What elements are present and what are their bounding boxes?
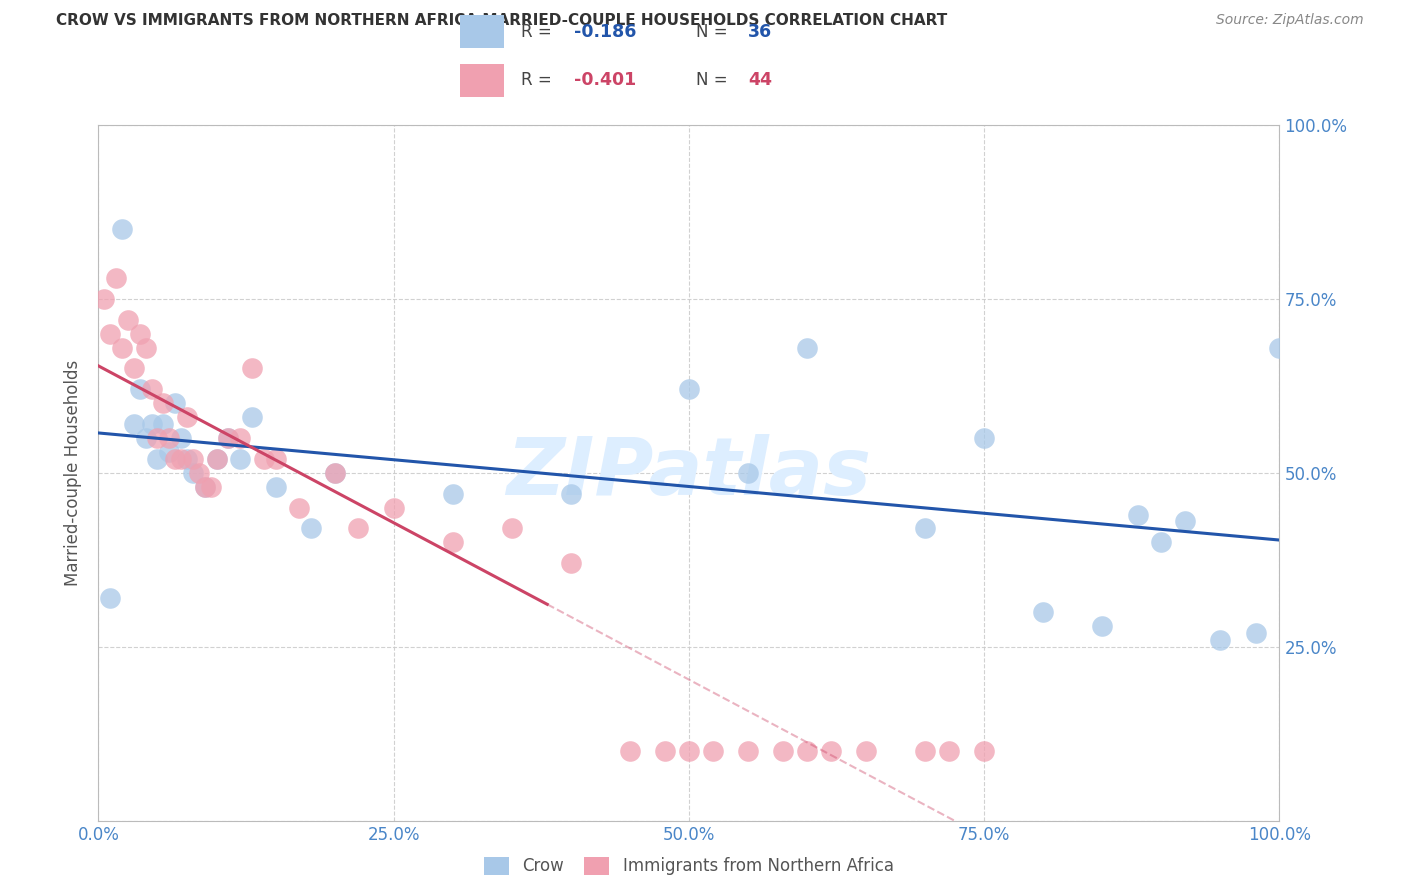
Point	[1091, 619, 1114, 633]
Point	[146, 431, 169, 445]
Point	[299, 521, 322, 535]
Point	[323, 466, 346, 480]
Point	[194, 480, 217, 494]
Point	[157, 431, 180, 445]
Text: Source: ZipAtlas.com: Source: ZipAtlas.com	[1216, 13, 1364, 28]
Point	[217, 431, 239, 445]
Point	[128, 326, 150, 341]
Point	[217, 431, 239, 445]
Point	[194, 480, 217, 494]
Point	[501, 521, 523, 535]
Point	[111, 222, 134, 236]
Point	[820, 744, 842, 758]
Point	[264, 480, 287, 494]
Point	[111, 341, 134, 355]
Point	[157, 445, 180, 459]
Point	[98, 326, 121, 341]
Point	[229, 451, 252, 466]
Point	[205, 451, 228, 466]
Point	[181, 466, 204, 480]
Point	[205, 451, 228, 466]
Point	[141, 382, 163, 396]
Point	[914, 521, 936, 535]
Point	[796, 744, 818, 758]
Y-axis label: Married-couple Households: Married-couple Households	[65, 359, 83, 586]
Point	[264, 451, 287, 466]
Point	[93, 292, 115, 306]
Point	[441, 486, 464, 500]
Point	[560, 486, 582, 500]
Point	[1268, 341, 1291, 355]
Point	[1150, 535, 1173, 549]
Point	[737, 744, 759, 758]
FancyBboxPatch shape	[460, 64, 503, 96]
Text: N =: N =	[696, 23, 733, 41]
Text: 36: 36	[748, 23, 772, 41]
Point	[165, 396, 187, 410]
Point	[1244, 625, 1267, 640]
Point	[678, 744, 700, 758]
Text: CROW VS IMMIGRANTS FROM NORTHERN AFRICA MARRIED-COUPLE HOUSEHOLDS CORRELATION CH: CROW VS IMMIGRANTS FROM NORTHERN AFRICA …	[56, 13, 948, 29]
Point	[441, 535, 464, 549]
Point	[914, 744, 936, 758]
Point	[181, 451, 204, 466]
Point	[347, 521, 370, 535]
Point	[973, 744, 995, 758]
Point	[122, 417, 145, 431]
Point	[170, 451, 193, 466]
Point	[105, 271, 128, 285]
Point	[240, 361, 263, 376]
Point	[229, 431, 252, 445]
Point	[1209, 632, 1232, 647]
Point	[128, 382, 150, 396]
Point	[796, 341, 818, 355]
Point	[152, 396, 174, 410]
Point	[98, 591, 121, 605]
Text: R =: R =	[522, 71, 557, 89]
Point	[1032, 605, 1054, 619]
Point	[122, 361, 145, 376]
Point	[135, 431, 157, 445]
Point	[619, 744, 641, 758]
FancyBboxPatch shape	[460, 15, 503, 47]
Point	[200, 480, 222, 494]
Point	[382, 500, 405, 515]
Point	[152, 417, 174, 431]
Point	[117, 312, 139, 326]
Point	[772, 744, 794, 758]
Point	[855, 744, 877, 758]
Legend: Crow, Immigrants from Northern Africa: Crow, Immigrants from Northern Africa	[478, 850, 900, 882]
Text: 44: 44	[748, 71, 772, 89]
Point	[187, 466, 209, 480]
Point	[170, 431, 193, 445]
Point	[165, 451, 187, 466]
Point	[146, 451, 169, 466]
Point	[1126, 508, 1149, 522]
Point	[176, 410, 198, 425]
Text: ZIPatlas: ZIPatlas	[506, 434, 872, 512]
Point	[253, 451, 276, 466]
Text: -0.186: -0.186	[574, 23, 636, 41]
Point	[135, 341, 157, 355]
Point	[1174, 515, 1197, 529]
Point	[973, 431, 995, 445]
Point	[702, 744, 724, 758]
Point	[938, 744, 960, 758]
Text: N =: N =	[696, 71, 733, 89]
Point	[654, 744, 676, 758]
Point	[323, 466, 346, 480]
Point	[678, 382, 700, 396]
Point	[288, 500, 311, 515]
Text: R =: R =	[522, 23, 557, 41]
Point	[240, 410, 263, 425]
Point	[141, 417, 163, 431]
Point	[176, 451, 198, 466]
Point	[737, 466, 759, 480]
Text: -0.401: -0.401	[574, 71, 636, 89]
Point	[560, 556, 582, 570]
